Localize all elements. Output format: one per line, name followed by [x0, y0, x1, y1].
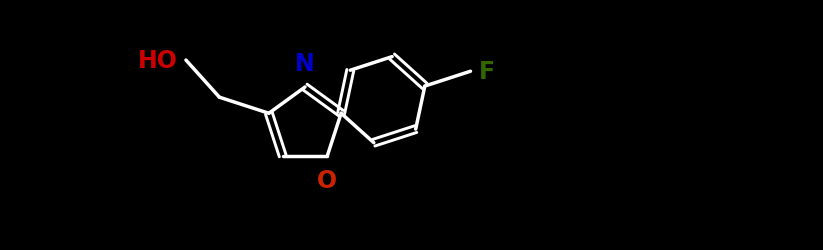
Text: N: N	[295, 52, 315, 76]
Text: O: O	[318, 168, 337, 192]
Text: F: F	[478, 60, 495, 84]
Text: HO: HO	[138, 49, 178, 73]
